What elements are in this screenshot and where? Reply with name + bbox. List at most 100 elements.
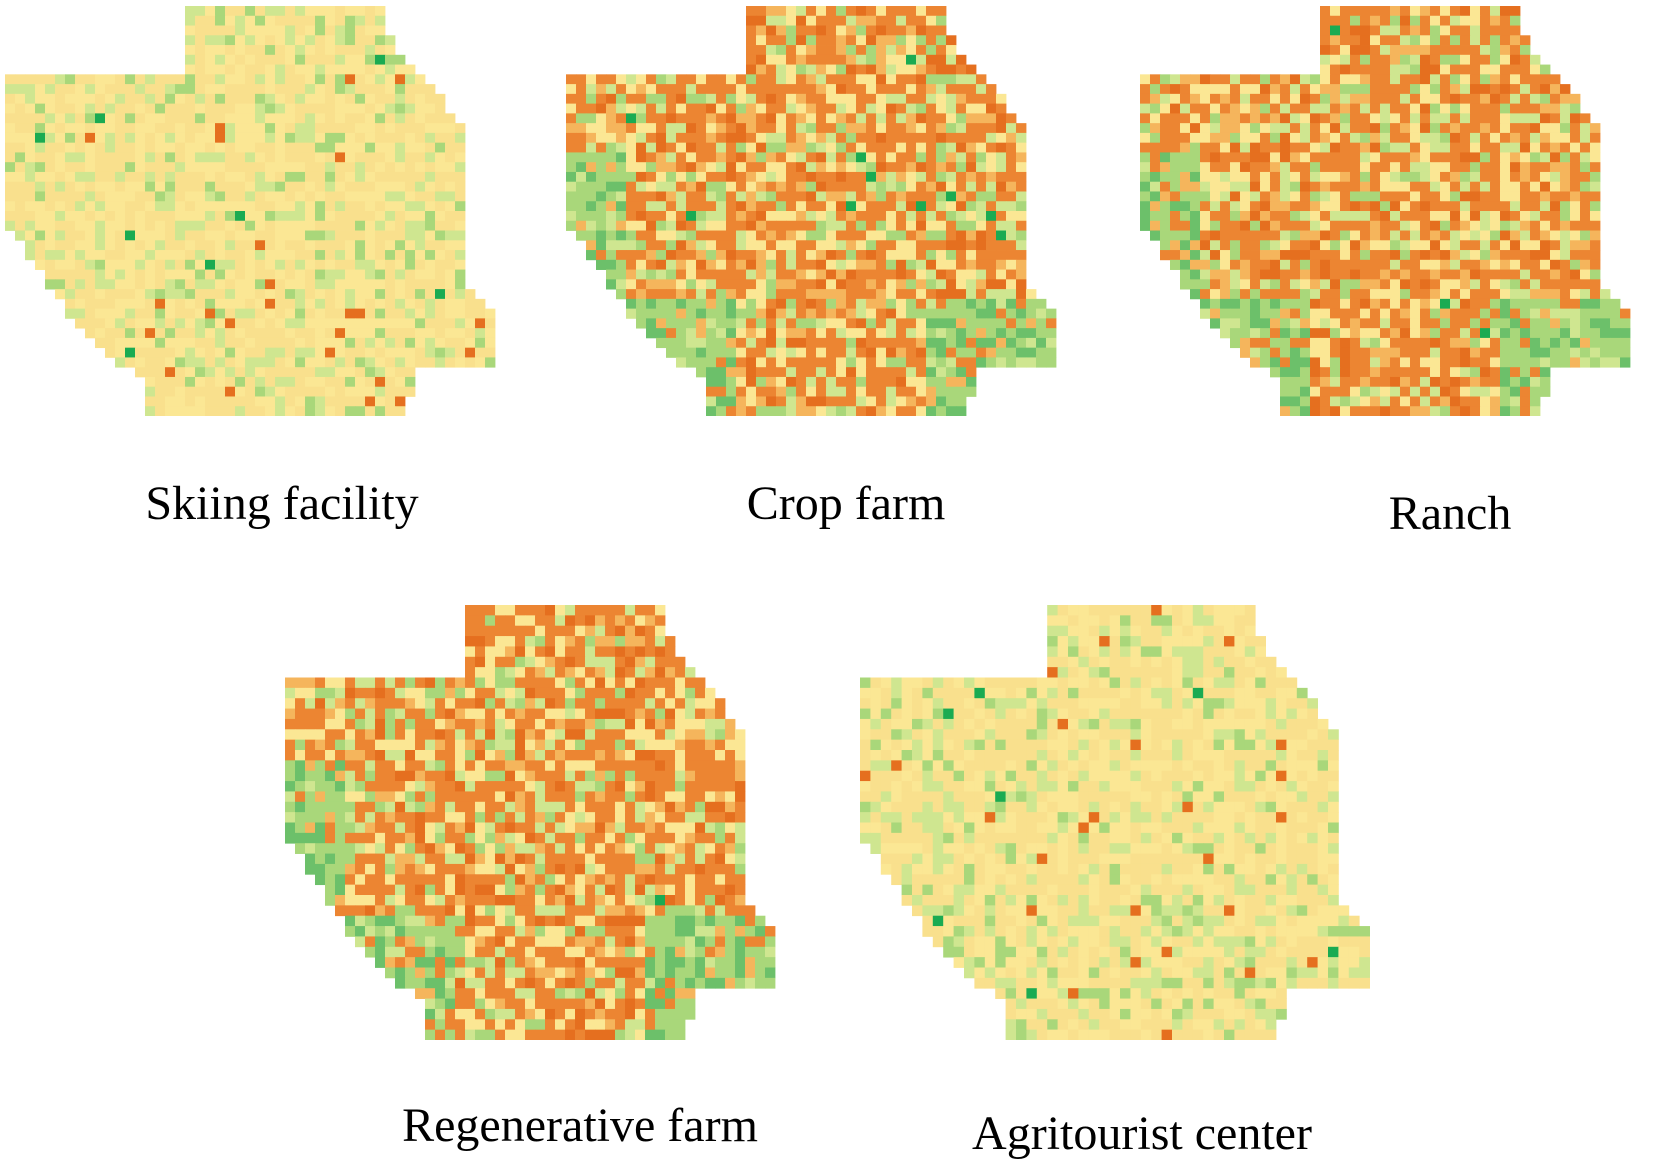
raster-cell bbox=[1280, 171, 1291, 183]
raster-cell bbox=[766, 240, 777, 251]
raster-cell bbox=[335, 132, 346, 144]
raster-cell bbox=[626, 123, 637, 134]
raster-cell bbox=[606, 162, 617, 173]
raster-cell bbox=[455, 308, 466, 319]
raster-cell bbox=[1320, 162, 1331, 173]
raster-cell bbox=[1170, 191, 1181, 202]
raster-cell bbox=[445, 250, 456, 261]
raster-cell bbox=[1210, 211, 1221, 222]
raster-cell bbox=[1330, 308, 1341, 319]
raster-cell bbox=[846, 64, 857, 75]
raster-cell bbox=[405, 230, 416, 241]
raster-cell bbox=[385, 132, 396, 144]
raster-cell bbox=[1016, 328, 1027, 339]
raster-cell bbox=[706, 152, 717, 163]
raster-cell bbox=[876, 15, 887, 26]
raster-cell bbox=[756, 211, 767, 222]
raster-cell bbox=[445, 191, 456, 202]
raster-cell bbox=[245, 113, 256, 124]
raster-cell bbox=[365, 687, 376, 699]
raster-cell bbox=[125, 318, 136, 329]
raster-cell bbox=[616, 152, 627, 163]
raster-cell bbox=[325, 240, 336, 251]
raster-cell bbox=[956, 347, 967, 358]
raster-cell bbox=[816, 171, 827, 183]
raster-cell bbox=[696, 289, 707, 300]
raster-cell bbox=[435, 250, 446, 261]
raster-cell bbox=[1370, 220, 1381, 231]
raster-cell bbox=[606, 132, 617, 144]
raster-cell bbox=[1200, 220, 1211, 231]
raster-cell bbox=[1410, 308, 1421, 319]
raster-cell bbox=[115, 103, 126, 114]
raster-cell bbox=[335, 103, 346, 114]
raster-cell bbox=[1380, 45, 1391, 56]
raster-cell bbox=[1530, 269, 1541, 280]
raster-cell bbox=[1290, 181, 1301, 192]
raster-cell bbox=[966, 318, 977, 329]
raster-cell bbox=[926, 298, 937, 310]
raster-cell bbox=[1490, 211, 1501, 222]
raster-cell bbox=[275, 347, 286, 358]
raster-cell bbox=[135, 152, 146, 163]
raster-cell bbox=[1320, 35, 1331, 46]
raster-cell bbox=[1440, 6, 1451, 17]
raster-cell bbox=[105, 318, 116, 329]
raster-cell bbox=[395, 347, 406, 358]
raster-cell bbox=[616, 289, 627, 300]
raster-cell bbox=[375, 687, 386, 699]
raster-cell bbox=[1540, 191, 1551, 202]
raster-cell bbox=[1200, 279, 1211, 290]
raster-cell bbox=[315, 220, 326, 231]
raster-cell bbox=[125, 201, 136, 212]
raster-cell bbox=[195, 386, 206, 397]
raster-cell bbox=[1430, 181, 1441, 192]
raster-cell bbox=[365, 211, 376, 222]
raster-cell bbox=[1590, 171, 1601, 183]
raster-cell bbox=[696, 220, 707, 231]
raster-cell bbox=[1330, 84, 1341, 95]
raster-cell bbox=[846, 357, 857, 368]
raster-cell bbox=[626, 84, 637, 95]
raster-cell bbox=[435, 240, 446, 251]
raster-cell bbox=[1170, 259, 1181, 270]
raster-cell bbox=[1450, 298, 1461, 310]
raster-cell bbox=[325, 162, 336, 173]
raster-cell bbox=[225, 230, 236, 241]
raster-cell bbox=[836, 191, 847, 202]
raster-cell bbox=[25, 240, 36, 251]
raster-cell bbox=[1310, 347, 1321, 358]
raster-cell bbox=[345, 347, 356, 358]
raster-cell bbox=[1450, 15, 1461, 26]
raster-cell bbox=[135, 93, 146, 105]
raster-cell bbox=[816, 220, 827, 231]
raster-cell bbox=[896, 250, 907, 261]
raster-cell bbox=[876, 289, 887, 300]
raster-cell bbox=[936, 367, 947, 378]
raster-cell bbox=[716, 93, 727, 105]
raster-cell bbox=[1580, 132, 1591, 144]
raster-cell bbox=[1350, 15, 1361, 26]
raster-cell bbox=[976, 230, 987, 241]
raster-cell bbox=[595, 615, 606, 627]
raster-cell bbox=[595, 677, 606, 689]
raster-cell bbox=[916, 211, 927, 222]
raster-cell bbox=[205, 181, 216, 192]
raster-cell bbox=[786, 103, 797, 114]
raster-cell bbox=[215, 308, 226, 319]
raster-cell bbox=[1340, 64, 1351, 75]
raster-cell bbox=[1400, 25, 1411, 36]
raster-cell bbox=[676, 152, 687, 163]
raster-cell bbox=[1310, 289, 1321, 300]
raster-cell bbox=[1210, 152, 1221, 163]
raster-cell bbox=[115, 298, 126, 310]
raster-cell bbox=[565, 667, 576, 678]
raster-cell bbox=[726, 191, 737, 202]
raster-cell bbox=[746, 103, 757, 114]
raster-cell bbox=[566, 142, 577, 153]
raster-cell bbox=[135, 357, 146, 368]
raster-cell bbox=[886, 328, 897, 339]
raster-cell bbox=[1350, 211, 1361, 222]
raster-cell bbox=[806, 84, 817, 95]
raster-cell bbox=[1210, 279, 1221, 290]
